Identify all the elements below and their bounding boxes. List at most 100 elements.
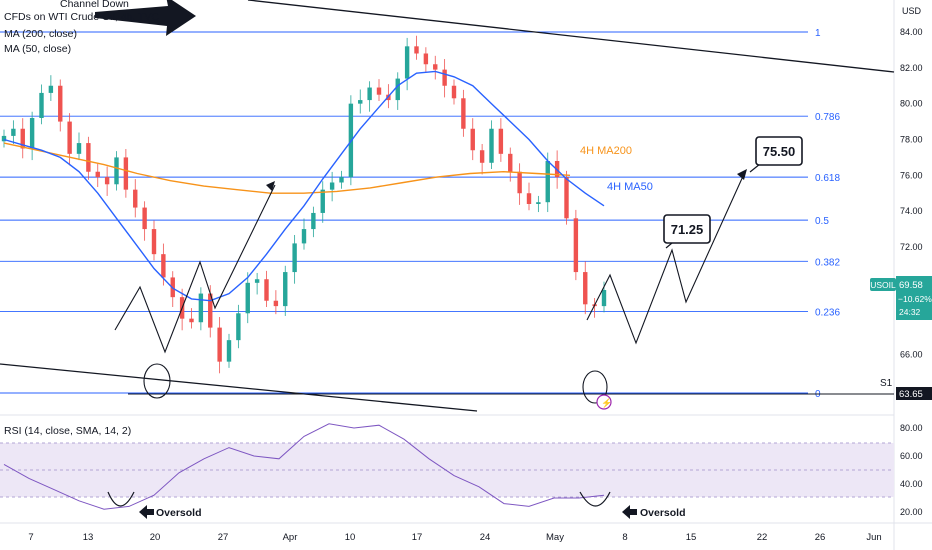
candle-body <box>329 182 335 190</box>
target-callout-2[interactable]: 75.50 <box>749 136 803 173</box>
target1-text: 71.25 <box>671 222 704 237</box>
pattern-drawings[interactable]: ⚡ <box>114 169 747 410</box>
price-tick-6: 72.00 <box>900 242 923 252</box>
time-tick-10: 15 <box>686 532 697 543</box>
candle-body <box>273 300 279 307</box>
price-tick-2: 80.00 <box>900 99 923 109</box>
oversold-arrow-2 <box>622 505 637 519</box>
ma200-line <box>3 142 571 194</box>
candle-body <box>536 202 541 204</box>
oversold-curve-2 <box>579 491 611 507</box>
candle-body <box>404 46 410 79</box>
rsi-axis[interactable]: 80.00 60.00 40.00 20.00 <box>900 423 923 517</box>
candle-body <box>208 293 213 328</box>
rsi-tick-2: 40.00 <box>900 479 923 489</box>
oversold-arrow-1 <box>139 505 154 519</box>
time-tick-9: 8 <box>622 532 627 543</box>
candle-body <box>104 177 110 185</box>
channel-note: Channel Down <box>60 0 129 10</box>
ma200-annotation: 4H MA200 <box>580 145 632 157</box>
candle-body <box>339 177 344 183</box>
price-tick-1: 82.00 <box>900 63 923 73</box>
ma50-legend[interactable]: MA (50, close) <box>4 43 71 55</box>
main-pane[interactable] <box>0 0 894 415</box>
candle-body <box>39 92 44 118</box>
candle-body <box>189 318 194 323</box>
time-tick-6: 17 <box>412 532 423 543</box>
candle-body <box>254 279 260 283</box>
candle-body <box>245 282 250 314</box>
ma200-legend[interactable]: MA (200, close) <box>4 28 77 40</box>
target-callout-1[interactable]: 71.25 <box>663 214 711 249</box>
candle-body <box>264 279 269 301</box>
fib-label-3: 0.5 <box>815 216 829 227</box>
candle-body <box>367 87 372 101</box>
time-tick-3: 27 <box>218 532 229 543</box>
low-circle-1[interactable] <box>143 363 171 399</box>
candle-body <box>123 157 129 190</box>
candle-body <box>198 293 204 323</box>
support-value: 63.65 <box>899 389 923 400</box>
oversold-label-2: Oversold <box>640 507 686 519</box>
time-tick-1: 13 <box>83 532 94 543</box>
candle-body <box>142 207 147 230</box>
time-tick-8: May <box>546 532 564 543</box>
time-tick-0: 7 <box>28 532 33 543</box>
rsi-line <box>3 423 605 510</box>
rsi-tick-3: 20.00 <box>900 507 923 517</box>
candle-body <box>583 272 588 305</box>
flash-glyph: ⚡ <box>601 397 612 409</box>
rsi-legend[interactable]: RSI (14, close, SMA, 14, 2) <box>4 425 131 437</box>
projection-path[interactable] <box>586 173 745 345</box>
fib-label-5: 0.236 <box>815 307 840 318</box>
candle-body <box>292 243 297 273</box>
rsi-tick-0: 80.00 <box>900 423 923 433</box>
candle-body <box>11 128 16 136</box>
candle-body <box>433 64 438 70</box>
fib-label-2: 0.618 <box>815 173 840 184</box>
time-tick-13: Jun <box>866 532 881 543</box>
price-countdown: 24:32 <box>899 307 921 317</box>
candle-body <box>48 85 54 93</box>
candle-body <box>1 135 7 142</box>
price-value: 69.58 <box>899 280 923 291</box>
channel-lower-line[interactable] <box>0 363 478 412</box>
candle-body <box>545 160 550 203</box>
channel-down[interactable] <box>0 0 895 412</box>
zigzag-pattern-1[interactable] <box>114 184 276 354</box>
candle-body <box>508 153 513 172</box>
candle-body <box>526 193 532 204</box>
target2-text: 75.50 <box>763 144 796 159</box>
target1-box <box>663 214 711 244</box>
support-value-box <box>896 387 932 400</box>
price-tick-4: 76.00 <box>900 170 923 180</box>
candle-body <box>67 121 72 154</box>
candle-body <box>442 69 447 86</box>
fib-label-1: 0.786 <box>815 112 840 123</box>
candle-body <box>20 128 25 149</box>
price-tick-3: 78.00 <box>900 134 923 144</box>
oversold-curve-1 <box>107 491 135 507</box>
candle-body <box>573 218 579 273</box>
candle-body <box>86 143 91 172</box>
candle-body <box>489 128 494 163</box>
flash-icon[interactable] <box>596 394 612 410</box>
chart-title: CFDs on WTI Crude Oil, 4h, TVC <box>4 11 159 23</box>
candle-body <box>470 128 475 151</box>
time-axis[interactable]: 7 13 20 27 Apr 10 17 24 May 8 15 22 26 Jun <box>28 532 881 543</box>
price-tag: USOIL 69.58 −10.62% 24:32 <box>870 276 932 320</box>
projection-arrow <box>737 169 747 180</box>
low-circle-2[interactable] <box>582 370 608 404</box>
candle-body <box>564 177 569 219</box>
candle-body <box>498 128 504 154</box>
candle-body <box>151 229 157 255</box>
channel-upper-line[interactable] <box>247 0 895 73</box>
fib-label-0: 1 <box>815 28 821 39</box>
time-tick-7: 24 <box>480 532 491 543</box>
candle-body <box>95 171 100 178</box>
price-tick-0: 84.00 <box>900 27 923 37</box>
price-axis[interactable]: 84.0082.0080.0078.0076.0074.0072.0070.00… <box>900 27 923 395</box>
ma50-line <box>3 70 605 302</box>
